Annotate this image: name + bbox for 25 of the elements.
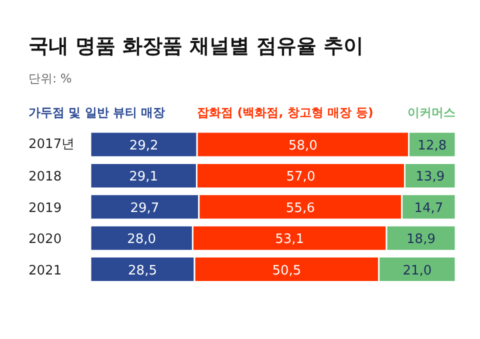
data-label: 57,0 bbox=[286, 170, 316, 185]
data-label: 28,5 bbox=[128, 263, 157, 278]
data-label: 29,7 bbox=[130, 200, 160, 216]
data-label: 58,0 bbox=[288, 138, 318, 154]
series-label: 잡화점 (백화점, 창고형 매장 등) bbox=[197, 106, 374, 120]
data-label: 29,2 bbox=[129, 138, 158, 154]
data-label: 18,9 bbox=[406, 232, 436, 248]
data-label: 28,0 bbox=[127, 232, 156, 248]
chart-subtitle: 단위: % bbox=[28, 72, 72, 86]
data-label: 55,6 bbox=[286, 200, 315, 216]
data-label: 29,1 bbox=[129, 170, 158, 185]
y-tick-label: 2020 bbox=[28, 232, 62, 248]
chart-title: 국내 명품 화장품 채널별 점유율 추이 bbox=[28, 34, 364, 58]
y-tick-label: 2021 bbox=[28, 263, 62, 278]
series-label: 이커머스 bbox=[408, 106, 456, 120]
data-label: 13,9 bbox=[416, 170, 445, 185]
data-label: 53,1 bbox=[275, 232, 304, 248]
data-label: 21,0 bbox=[402, 263, 432, 278]
data-label: 14,7 bbox=[414, 200, 444, 216]
data-label: 12,8 bbox=[418, 138, 447, 154]
y-tick-label: 2019 bbox=[28, 200, 62, 216]
y-tick-label: 2018 bbox=[28, 170, 62, 185]
series-label: 가두점 및 일반 뷰티 매장 bbox=[28, 106, 166, 120]
data-label: 50,5 bbox=[272, 263, 302, 278]
y-tick-label: 2017년 bbox=[28, 137, 75, 152]
